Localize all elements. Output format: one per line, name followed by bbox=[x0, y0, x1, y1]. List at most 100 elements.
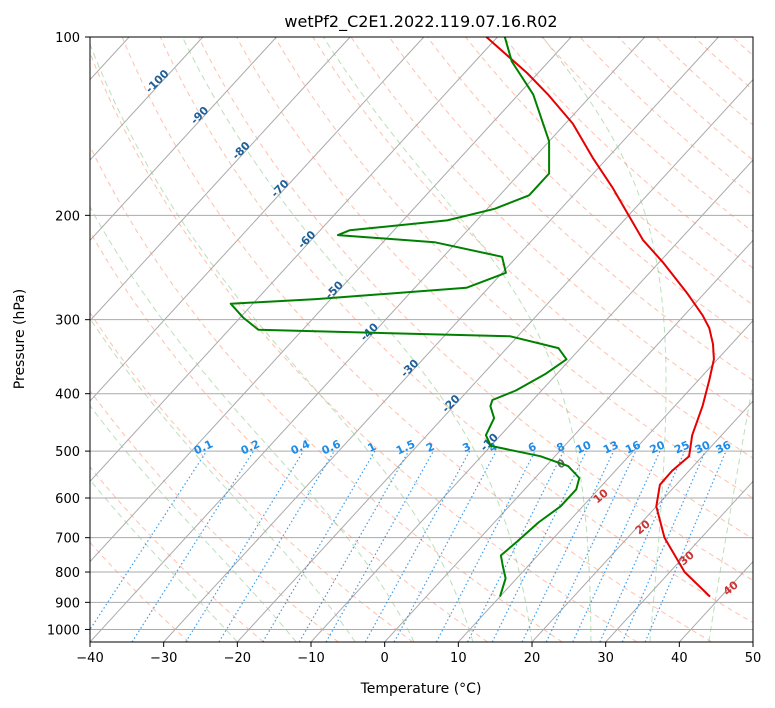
mixing-ratio-line bbox=[545, 450, 637, 642]
y-tick-label: 200 bbox=[55, 209, 80, 224]
moist-adiabat bbox=[542, 37, 667, 642]
mixing-ratio-label: 25 bbox=[672, 438, 691, 456]
dry-adiabat bbox=[90, 389, 339, 642]
chart-title: wetPf2_C2E1.2022.119.07.16.R02 bbox=[284, 12, 557, 32]
isotherm bbox=[236, 78, 753, 642]
moist-adiabat bbox=[90, 317, 356, 642]
mixing-ratio-line bbox=[298, 450, 410, 642]
mixing-ratio-line bbox=[364, 450, 471, 642]
y-tick-label: 1000 bbox=[47, 623, 80, 638]
isotherm bbox=[90, 37, 204, 161]
background-lines bbox=[90, 37, 753, 642]
isotherm-label: -100 bbox=[143, 67, 172, 96]
dry-adiabat-label: 10 bbox=[591, 486, 611, 506]
isotherm-label: -80 bbox=[230, 139, 253, 162]
y-axis-label: Pressure (hPa) bbox=[12, 289, 28, 389]
dry-adiabat bbox=[90, 230, 488, 642]
x-tick-label: 40 bbox=[671, 651, 688, 666]
isotherm bbox=[90, 37, 425, 402]
mixing-ratio-label: 3 bbox=[460, 440, 472, 455]
mixing-ratio-label: 20 bbox=[648, 438, 668, 456]
moist-adiabat bbox=[708, 379, 753, 642]
moist-adiabat bbox=[90, 205, 415, 642]
x-axis: −40 −30 −20 −10 0 10 20 30 40 50 bbox=[76, 642, 761, 666]
x-tick-label: −20 bbox=[224, 651, 251, 666]
mixing-ratio-label: 0.2 bbox=[239, 437, 262, 457]
mixing-ratio-line bbox=[90, 450, 208, 631]
dry-adiabat bbox=[732, 37, 753, 57]
dry-adiabat bbox=[427, 37, 753, 344]
dry-adiabat bbox=[236, 37, 753, 540]
mixing-ratio-label: 13 bbox=[601, 438, 620, 456]
mixing-ratio-line bbox=[521, 450, 615, 642]
x-tick-label: 20 bbox=[524, 651, 541, 666]
dry-adiabat bbox=[541, 37, 753, 233]
mixing-ratio-label: 0.1 bbox=[192, 437, 215, 457]
isotherm bbox=[457, 319, 753, 642]
mixing-ratio-line bbox=[466, 450, 565, 642]
isotherm bbox=[90, 37, 646, 642]
mixing-ratio-line bbox=[262, 450, 376, 642]
dry-adiabat bbox=[694, 37, 753, 91]
dry-adiabat bbox=[121, 37, 712, 642]
y-tick-label: 500 bbox=[55, 445, 80, 460]
isotherm-label: -30 bbox=[398, 356, 421, 379]
isotherm-label: -60 bbox=[295, 228, 318, 251]
isotherm bbox=[678, 560, 753, 642]
mixing-ratio-label: 2 bbox=[424, 440, 436, 455]
mixing-ratio-line bbox=[435, 450, 536, 642]
moist-adiabat bbox=[90, 479, 238, 642]
mixing-ratio-line bbox=[621, 450, 706, 642]
mixing-ratio-line bbox=[185, 450, 304, 642]
series-lines bbox=[229, 37, 715, 598]
dry-adiabat bbox=[90, 145, 563, 642]
mixing-ratio-label: 0.4 bbox=[289, 437, 312, 457]
dry-adiabat-label: 40 bbox=[721, 578, 741, 598]
mixing-ratio-label: 0.6 bbox=[320, 437, 343, 457]
isotherm bbox=[163, 37, 719, 642]
mixing-ratio-label: 8 bbox=[555, 440, 567, 455]
dry-adiabat-label: 20 bbox=[633, 517, 653, 537]
y-axis: 100 200 300 400 500 600 700 800 900 1000 bbox=[47, 31, 90, 638]
dry-adiabat bbox=[197, 37, 753, 581]
isotherm-label: -20 bbox=[439, 392, 462, 415]
dry-adiabat bbox=[90, 541, 190, 642]
isotherm bbox=[90, 37, 351, 322]
mixing-ratio-line bbox=[491, 450, 587, 642]
isotherm bbox=[384, 239, 753, 642]
y-tick-label: 600 bbox=[55, 492, 80, 507]
isotherm-label: -70 bbox=[268, 177, 291, 200]
mixing-ratio-label: 1.5 bbox=[394, 437, 417, 457]
mixing-ratio-line bbox=[131, 450, 254, 642]
moist-adiabat bbox=[90, 404, 297, 642]
y-tick-label: 800 bbox=[55, 566, 80, 581]
isotherm bbox=[90, 37, 277, 242]
dry-adiabat bbox=[617, 37, 753, 161]
annotation-labels: 0.1 0.2 0.4 0.6 1 1.5 2 3 4 6 8 10 13 16 20 25 30 36-100-… bbox=[143, 67, 741, 598]
y-tick-label: 300 bbox=[55, 314, 80, 329]
isotherm-label: -90 bbox=[188, 104, 211, 127]
mixing-ratio-line bbox=[572, 450, 661, 642]
x-tick-label: 50 bbox=[745, 651, 762, 666]
y-tick-label: 400 bbox=[55, 388, 80, 403]
dry-adiabat bbox=[90, 51, 638, 642]
isotherm bbox=[531, 400, 753, 642]
x-tick-label: −40 bbox=[76, 651, 103, 666]
plot-frame bbox=[89, 36, 754, 643]
moist-adiabat bbox=[182, 37, 533, 642]
dry-adiabat bbox=[90, 466, 264, 642]
isotherm bbox=[310, 159, 753, 642]
moist-adiabat bbox=[90, 42, 474, 642]
x-tick-label: 10 bbox=[450, 651, 467, 666]
dry-adiabat bbox=[465, 37, 753, 306]
dry-adiabat bbox=[159, 37, 753, 624]
x-axis-label: Temperature (°C) bbox=[360, 681, 482, 697]
mixing-ratio-line bbox=[218, 450, 335, 642]
dewpoint-line bbox=[229, 37, 581, 597]
isotherm bbox=[605, 480, 753, 642]
mixing-ratio-line bbox=[644, 450, 727, 642]
x-tick-label: 30 bbox=[597, 651, 614, 666]
x-tick-label: −30 bbox=[150, 651, 177, 666]
mixing-ratio-label: 30 bbox=[693, 438, 713, 456]
